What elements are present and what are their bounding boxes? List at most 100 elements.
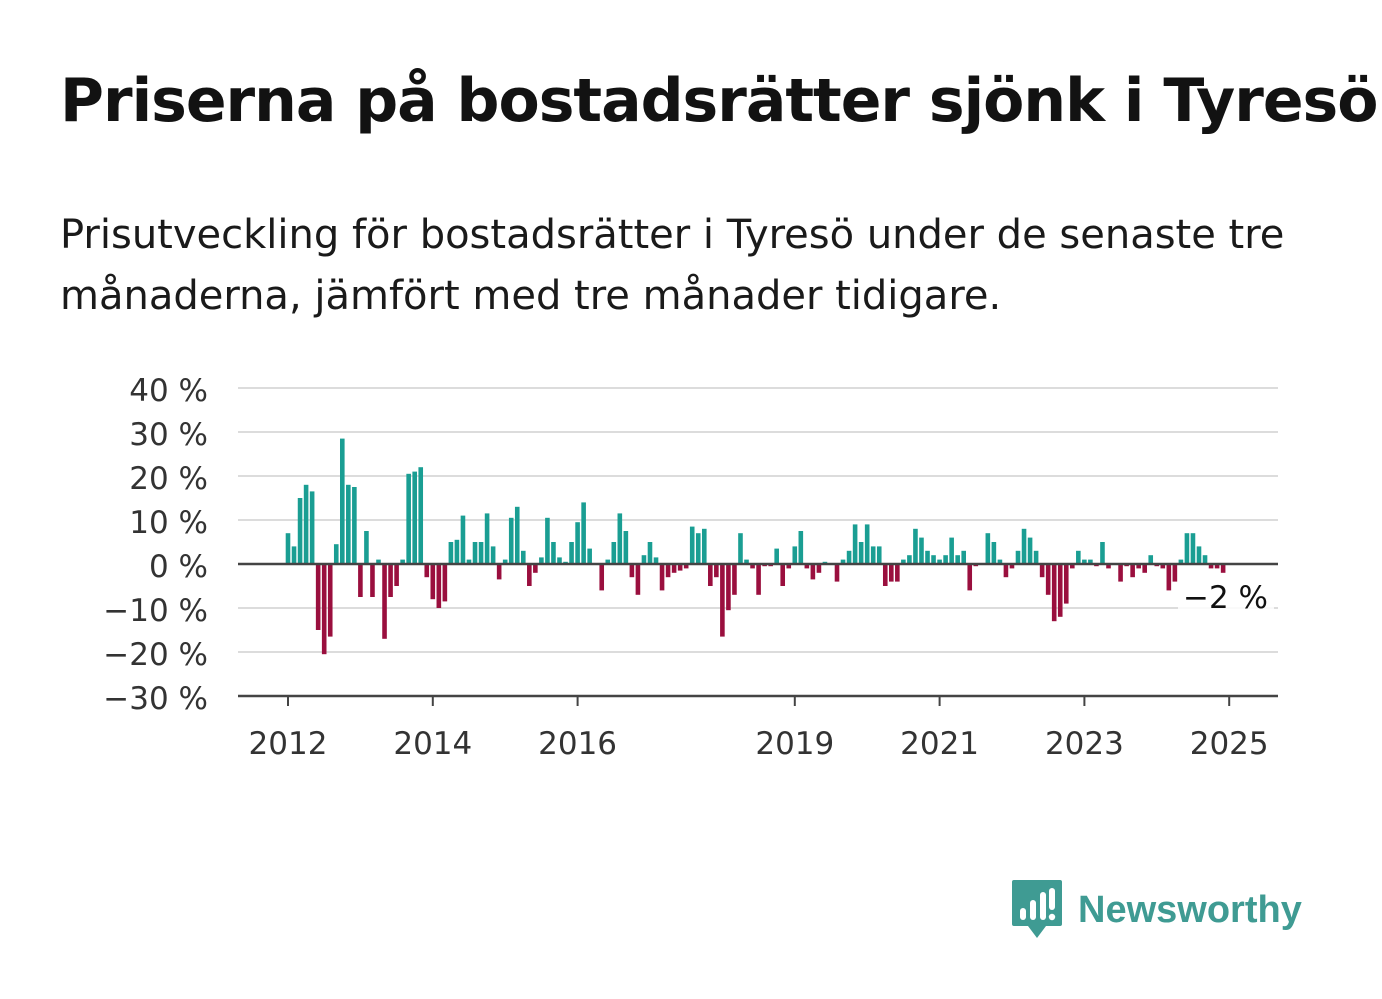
bar xyxy=(967,564,973,591)
bar xyxy=(388,564,393,597)
bar xyxy=(985,533,991,564)
bar xyxy=(466,559,472,564)
bar xyxy=(1088,559,1093,564)
bar xyxy=(472,542,478,564)
bar xyxy=(1118,564,1123,582)
bar xyxy=(786,564,792,569)
bar xyxy=(876,546,882,564)
bar xyxy=(635,564,641,595)
bar xyxy=(1214,564,1220,569)
bar xyxy=(1057,564,1063,617)
chart-subtitle: Prisutveckling för bostadsrätter i Tyres… xyxy=(60,212,1285,319)
bar xyxy=(1106,564,1111,569)
bar xyxy=(575,522,580,564)
bar xyxy=(533,564,538,573)
bar xyxy=(925,550,930,564)
bar xyxy=(671,564,677,573)
bar xyxy=(907,555,912,564)
bar xyxy=(1202,555,1208,564)
bar xyxy=(991,542,997,564)
bar xyxy=(376,559,381,564)
bar xyxy=(659,564,665,591)
bar xyxy=(816,564,822,573)
bar xyxy=(617,513,623,564)
bar-chart: 40 %30 %20 %10 %0 %−10 %−20 %−30 % 2012 2… xyxy=(103,373,1278,762)
bar xyxy=(442,564,448,602)
bar xyxy=(1136,564,1141,569)
bar xyxy=(436,564,442,608)
bar xyxy=(997,559,1003,564)
bar-series xyxy=(285,438,1226,655)
bar xyxy=(333,544,339,564)
bar xyxy=(406,473,411,564)
bar xyxy=(689,526,695,564)
bar xyxy=(605,559,611,564)
bar xyxy=(744,559,749,564)
bar xyxy=(1076,550,1081,564)
bar xyxy=(514,506,520,564)
y-tick-label: −20 % xyxy=(103,637,208,673)
x-tick-label: 2012 xyxy=(249,726,328,762)
bar xyxy=(508,517,514,564)
bar xyxy=(726,564,731,611)
bar xyxy=(1220,564,1226,573)
bar xyxy=(937,559,942,564)
bar xyxy=(774,548,779,564)
bar xyxy=(1021,528,1027,564)
bar xyxy=(1027,537,1033,564)
bar xyxy=(1148,555,1154,564)
bar xyxy=(895,564,900,582)
bar xyxy=(581,502,586,564)
bar xyxy=(309,491,315,564)
bar xyxy=(1033,550,1039,564)
bar xyxy=(732,564,737,595)
y-tick-label: 0 % xyxy=(149,549,208,585)
y-tick-label: 40 % xyxy=(129,373,208,409)
bar xyxy=(587,548,592,564)
bar xyxy=(629,564,635,578)
bar xyxy=(1130,564,1135,578)
bar xyxy=(949,537,954,564)
bar xyxy=(901,559,906,564)
bar xyxy=(569,542,574,564)
bar xyxy=(858,542,864,564)
bar xyxy=(870,546,876,564)
bar xyxy=(720,564,725,637)
bar xyxy=(840,559,846,564)
bar xyxy=(1009,564,1015,569)
bar xyxy=(750,564,755,569)
bar xyxy=(1166,564,1172,591)
bar xyxy=(1100,542,1105,564)
bar xyxy=(714,564,719,578)
bar xyxy=(677,564,683,571)
bar xyxy=(1196,546,1202,564)
bar xyxy=(653,557,659,564)
bar xyxy=(1142,564,1147,573)
bar xyxy=(1208,564,1214,569)
bar xyxy=(502,559,508,564)
bar xyxy=(297,498,303,564)
bar xyxy=(315,564,321,630)
bar xyxy=(460,515,466,564)
bar xyxy=(955,555,960,564)
bar xyxy=(490,546,496,564)
bar xyxy=(943,555,948,564)
annotation-group: −2 % xyxy=(1178,575,1274,618)
bar xyxy=(864,524,870,564)
bar xyxy=(961,550,967,564)
x-tick-label: 2019 xyxy=(755,726,834,762)
brand-logo: Newsworthy xyxy=(1010,878,1302,942)
bar xyxy=(478,542,484,564)
bar xyxy=(919,537,924,564)
bar xyxy=(346,484,351,564)
y-tick-label: 20 % xyxy=(129,461,208,497)
bar xyxy=(647,542,653,564)
bar xyxy=(599,564,605,591)
bar xyxy=(1051,564,1057,622)
bar xyxy=(804,564,810,569)
bar xyxy=(327,564,333,637)
y-tick-label: −10 % xyxy=(103,593,208,629)
x-axis: 2012 2014 2016 2019 2021 2023 2025 xyxy=(238,694,1278,762)
brand-name: Newsworthy xyxy=(1078,888,1302,931)
bar xyxy=(418,467,424,564)
